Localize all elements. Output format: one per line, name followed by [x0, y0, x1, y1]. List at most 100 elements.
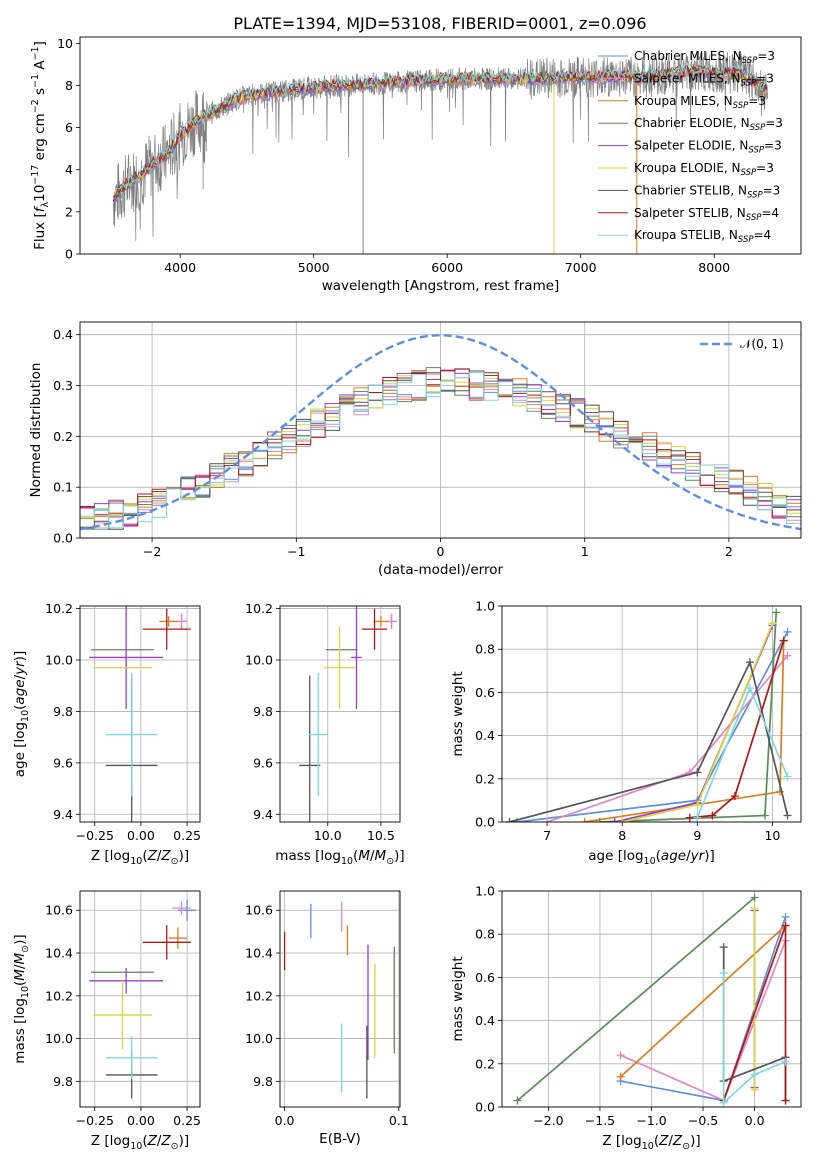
y-tick-label: 10.2 [245, 601, 273, 616]
label-italic: Z [147, 1133, 158, 1149]
label-text: / [668, 1133, 673, 1149]
weight-line [509, 659, 789, 822]
x-tick-label: 7 [543, 828, 551, 843]
axes-frame [501, 890, 802, 1108]
y-axis-label: mass [log10(M/M⊙)] [12, 934, 31, 1063]
legend-text: Salpeter MILES, N [634, 71, 741, 85]
legend-subscript: SSP [746, 213, 762, 223]
legend-label: Chabrier ELODIE, NSSP=3 [634, 116, 783, 133]
y-tick-label: 9.4 [53, 807, 73, 822]
y-tick-label: 10.0 [245, 1031, 273, 1046]
label-text: ( [142, 848, 147, 864]
residuals-panel: −2 −1 0 1 2 0.0 0.1 0.2 0.3 0.4 (data-model)/error… [28, 321, 802, 578]
label-text: / [157, 848, 162, 864]
y-tick-label: 9.8 [253, 1074, 273, 1089]
x-tick-label: 0.00 [127, 828, 155, 843]
label-italic: Z [160, 848, 171, 864]
legend-text: =4 [761, 206, 779, 220]
label-text: −1 [30, 74, 41, 88]
legend-text: =3 [757, 49, 775, 63]
axes-frame [279, 605, 401, 823]
x-tick-label: −0.25 [76, 828, 114, 843]
plot-area [89, 899, 197, 1099]
legend-label: Kroupa MILES, NSSP=3 [634, 94, 766, 111]
y-axis-label: Normed distribution [28, 363, 44, 498]
legend-text: Chabrier STELIB, N [634, 183, 747, 197]
x-tick-label: −1.5 [585, 1113, 615, 1128]
legend-text: Kroupa MILES, N [634, 94, 733, 108]
axes-frame [79, 605, 201, 823]
label-italic: M [358, 848, 370, 864]
x-tick-label: 5000 [298, 260, 330, 275]
y-tick-label: 0.6 [475, 970, 495, 985]
label-subscript: 10 [130, 856, 142, 867]
model-fit-line [112, 63, 768, 202]
y-axis-label: Flux [fλ10−17 erg cm−2 s−1 A−1] [30, 41, 51, 250]
legend-subscript: SSP [742, 56, 758, 66]
label-italic: yr [12, 660, 28, 676]
x-tick-label: 0.25 [173, 1113, 201, 1128]
plot-area [89, 606, 191, 822]
legend-text: Chabrier ELODIE, N [634, 116, 750, 130]
label-subscript: 10 [20, 710, 31, 722]
label-text: age [log [588, 848, 643, 864]
residual-histogram [80, 372, 801, 538]
label-text: age [log [12, 722, 28, 777]
label-italic: M [12, 969, 28, 981]
axes-frame [79, 890, 201, 1108]
y-tick-label: 10.6 [45, 903, 73, 918]
label-text: A [32, 60, 48, 74]
y-tick-label: 1.0 [475, 884, 495, 899]
x-axis-label: Z [log10(Z/Z⊙)] [91, 1133, 189, 1152]
y-tick-label: 9.8 [53, 1074, 73, 1089]
y-tick-label: 0.1 [53, 480, 73, 495]
y-tick-label: 9.8 [53, 704, 73, 719]
label-subscript: ⊙ [171, 1141, 179, 1152]
legend-subscript: SSP [733, 101, 749, 111]
legend-label: Salpeter MILES, NSSP=3 [634, 71, 774, 88]
x-axis-label: mass [log10(M/M⊙)] [275, 848, 404, 867]
label-text: ] [32, 41, 48, 46]
legend-label: Salpeter ELODIE, NSSP=3 [634, 139, 782, 156]
x-axis-label: E(B-V) [319, 1131, 361, 1147]
axes-frame [279, 890, 401, 1108]
label-text: erg cm [32, 113, 48, 164]
y-tick-label: 0.3 [53, 378, 73, 393]
x-tick-label: 8000 [698, 260, 730, 275]
y-axis-label: mass weight [450, 956, 466, 1041]
spectrum-title: PLATE=1394, MJD=53108, FIBERID=0001, z=0… [233, 14, 646, 33]
label-italic: Z [147, 848, 158, 864]
y-tick-label: 6 [65, 120, 73, 135]
label-text: s [32, 88, 48, 99]
legend-text: Salpeter STELIB, N [634, 206, 746, 220]
weight-line [689, 640, 785, 819]
y-tick-label: 0.8 [475, 642, 495, 657]
weight-line [516, 896, 756, 1102]
label-text: Z [log [602, 1133, 641, 1149]
label-text: ( [654, 1133, 659, 1149]
plot-area [513, 893, 790, 1107]
label-italic: yr [690, 848, 706, 864]
label-subscript: 10 [642, 1141, 654, 1152]
label-text: −1 [30, 46, 41, 60]
x-tick-label: 0 [437, 544, 445, 559]
x-tick-label: 4000 [164, 260, 196, 275]
label-italic: age [12, 679, 28, 704]
y-tick-label: 9.6 [253, 755, 273, 770]
x-tick-label: 7000 [565, 260, 597, 275]
y-tick-label: 0.4 [53, 327, 73, 342]
label-subscript: ⊙ [20, 945, 31, 953]
weight-line [614, 625, 774, 822]
axes-frame [79, 36, 802, 255]
x-tick-label: 8 [618, 828, 626, 843]
label-subscript: ⊙ [386, 856, 394, 867]
y-tick-label: 10.0 [45, 1031, 73, 1046]
legend-text: Salpeter ELODIE, N [634, 139, 748, 153]
y-tick-label: 9.6 [53, 755, 73, 770]
x-tick-label: 10.0 [314, 828, 342, 843]
y-tick-label: 0.2 [475, 1056, 495, 1071]
x-tick-label: −0.25 [76, 1113, 114, 1128]
label-text: −2 [30, 99, 41, 113]
legend-text: =3 [756, 71, 774, 85]
legend-label: Chabrier STELIB, NSSP=3 [634, 183, 780, 200]
